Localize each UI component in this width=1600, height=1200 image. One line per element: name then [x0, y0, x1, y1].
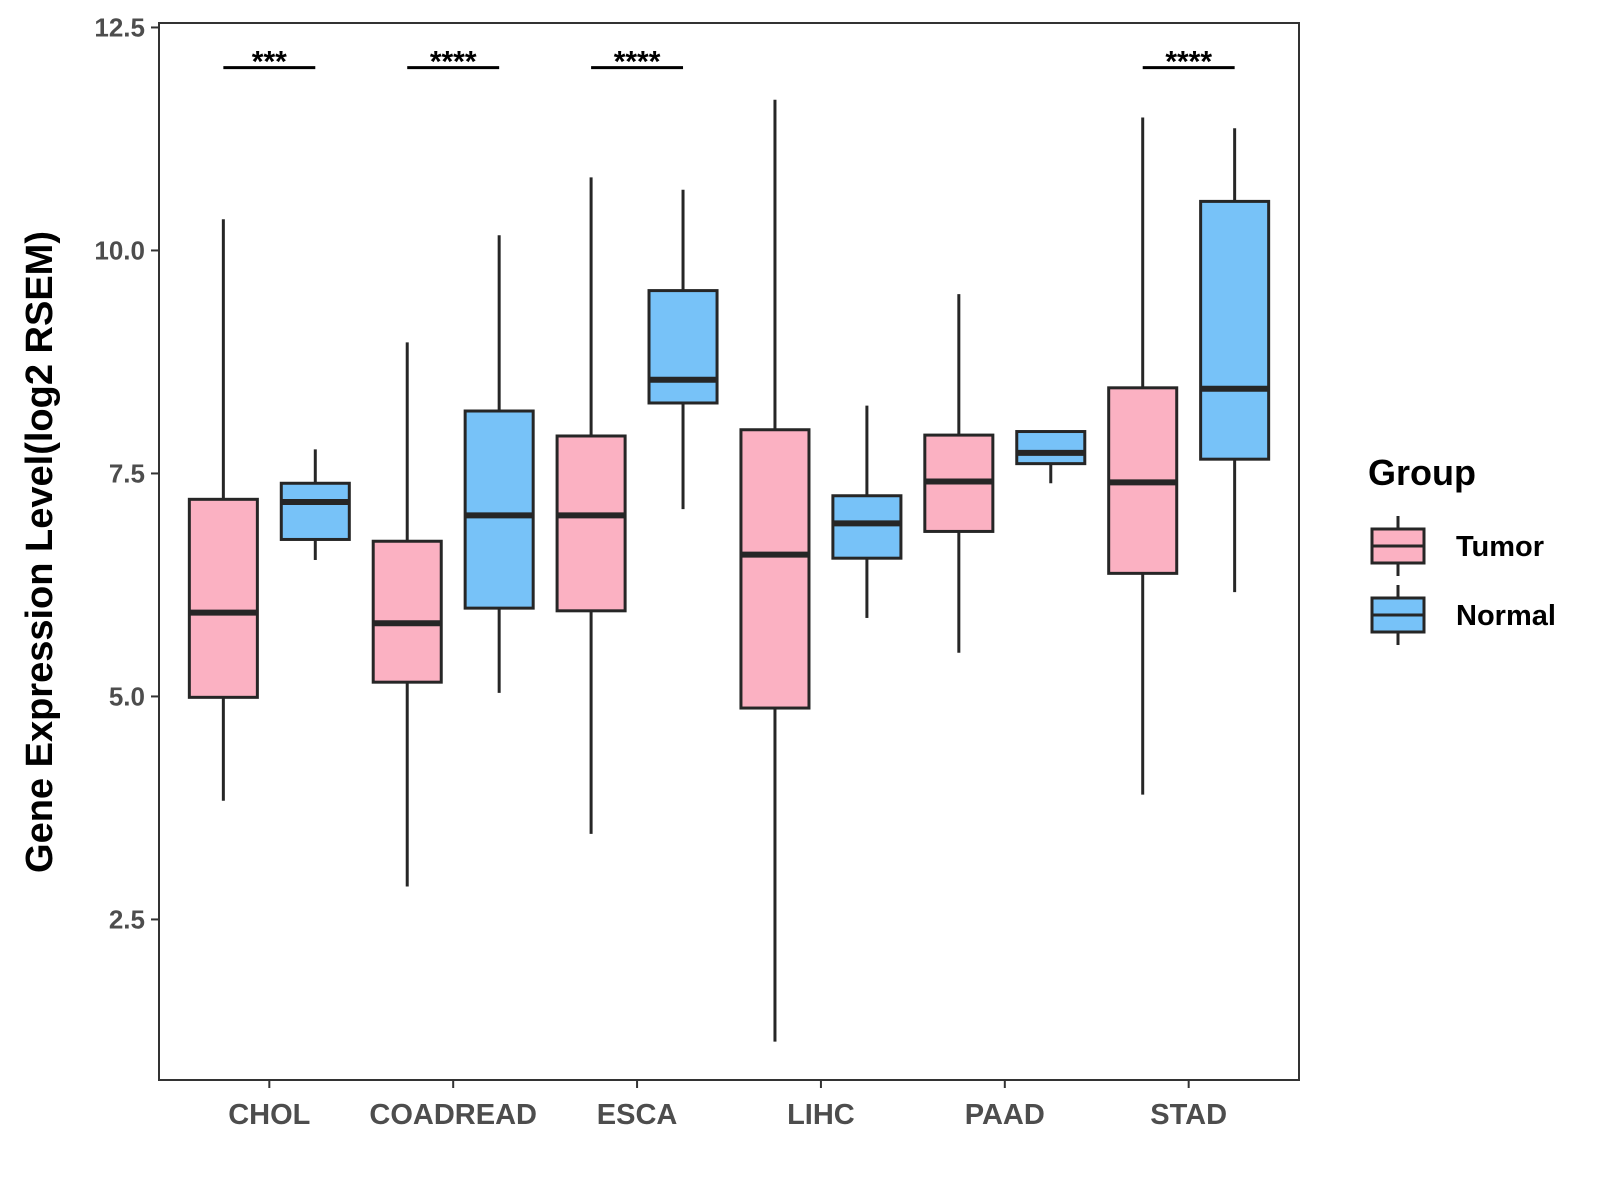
box-series	[187, 99, 1271, 1042]
y-tick-label: 10.0	[94, 235, 145, 265]
box-tumor-chol	[187, 219, 259, 801]
box-body	[463, 409, 535, 610]
legend-label: Normal	[1456, 600, 1556, 632]
significance-label: ****	[1165, 46, 1212, 79]
x-tick-label: CHOL	[228, 1099, 310, 1131]
x-tick-label: PAAD	[965, 1099, 1045, 1131]
x-axis: CHOL COADREAD ESCA LIHC PAAD STAD	[228, 1080, 1227, 1131]
significance-label: ***	[252, 46, 287, 79]
box-body	[279, 481, 351, 541]
box-normal-chol	[279, 449, 351, 560]
box-body	[555, 434, 627, 613]
y-tick-label: 2.5	[109, 904, 145, 934]
box-body	[1199, 199, 1271, 461]
box-tumor-esca	[555, 177, 627, 834]
box-body	[1015, 430, 1087, 466]
significance-annotations: *** **** **** ****	[223, 46, 1235, 79]
x-tick-label: ESCA	[597, 1099, 678, 1131]
box-body	[739, 428, 811, 710]
x-tick-label: COADREAD	[369, 1099, 537, 1131]
y-axis: 2.5 5.0 7.5 10.0 12.5	[94, 12, 159, 934]
box-body	[371, 539, 443, 684]
significance-label: ****	[614, 46, 661, 79]
y-tick-label: 5.0	[109, 681, 145, 711]
y-tick-label: 7.5	[109, 458, 145, 488]
box-normal-paad	[1015, 430, 1087, 484]
box-tumor-lihc	[739, 99, 811, 1042]
y-tick-label: 12.5	[94, 12, 145, 42]
box-normal-esca	[647, 189, 719, 510]
box-body	[647, 289, 719, 405]
legend-item-tumor: Tumor	[1370, 516, 1544, 576]
x-tick-label: LIHC	[787, 1099, 855, 1131]
box-tumor-stad	[1107, 117, 1179, 795]
legend-item-normal: Normal	[1370, 585, 1556, 645]
box-tumor-coadread	[371, 342, 443, 887]
box-normal-lihc	[831, 405, 903, 618]
box-body	[187, 497, 259, 699]
x-tick-label: STAD	[1150, 1099, 1227, 1131]
legend-label: Tumor	[1456, 531, 1544, 563]
legend-title: Group	[1368, 452, 1476, 493]
y-axis-title: Gene Expression Level(log2 RSEM)	[19, 231, 61, 873]
box-tumor-paad	[923, 294, 995, 653]
box-normal-stad	[1199, 128, 1271, 593]
significance-label: ****	[430, 46, 477, 79]
box-body	[831, 494, 903, 560]
legend: Group Tumor Normal	[1368, 452, 1556, 645]
box-normal-coadread	[463, 235, 535, 693]
